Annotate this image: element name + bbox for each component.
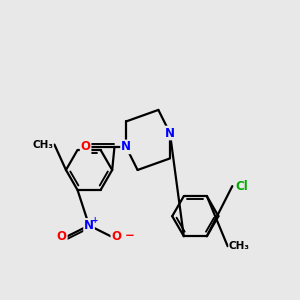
Text: CH₃: CH₃ xyxy=(32,140,53,150)
Text: N: N xyxy=(165,127,175,140)
Text: N: N xyxy=(121,140,131,153)
Text: O: O xyxy=(81,140,91,153)
Text: O: O xyxy=(111,230,121,244)
Text: −: − xyxy=(125,229,135,242)
Text: O: O xyxy=(57,230,67,244)
Text: Cl: Cl xyxy=(236,180,248,193)
Text: CH₃: CH₃ xyxy=(229,241,250,251)
Text: +: + xyxy=(91,216,97,225)
Text: N: N xyxy=(84,219,94,232)
